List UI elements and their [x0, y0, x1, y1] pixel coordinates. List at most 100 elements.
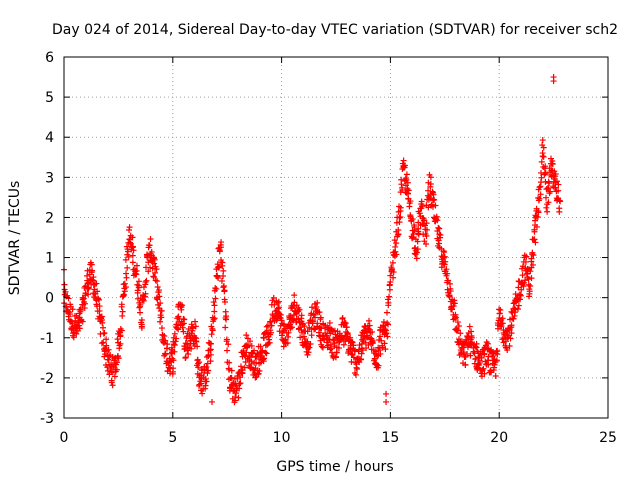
- data-point: [122, 256, 129, 263]
- data-point: [363, 345, 370, 352]
- data-point: [237, 374, 244, 381]
- outlier-point: [550, 78, 557, 85]
- y-tick-label: 4: [45, 130, 54, 146]
- data-point: [90, 274, 97, 281]
- data-point: [318, 343, 325, 350]
- data-point: [396, 214, 403, 221]
- data-point: [427, 174, 434, 181]
- data-point: [117, 332, 124, 339]
- data-point: [185, 350, 192, 357]
- data-point: [195, 360, 202, 367]
- data-point: [390, 269, 397, 276]
- data-point: [301, 335, 308, 342]
- data-point: [431, 196, 438, 203]
- data-point: [543, 204, 550, 211]
- data-point: [385, 321, 392, 328]
- data-point: [553, 178, 560, 185]
- data-point: [226, 366, 233, 373]
- data-point: [242, 359, 249, 366]
- data-point: [446, 292, 453, 299]
- data-point: [99, 319, 106, 326]
- data-point: [137, 309, 144, 316]
- data-point: [419, 203, 426, 210]
- data-point: [308, 332, 315, 339]
- x-tick-label: 25: [599, 430, 617, 446]
- data-point: [261, 355, 268, 362]
- data-point: [96, 296, 103, 303]
- data-point: [343, 324, 350, 331]
- data-point: [158, 307, 165, 314]
- data-point: [523, 253, 530, 260]
- data-point: [446, 280, 453, 287]
- data-point: [108, 379, 115, 386]
- data-point: [298, 327, 305, 334]
- data-point: [79, 318, 86, 325]
- data-point: [326, 319, 333, 326]
- data-point: [126, 224, 133, 231]
- data-point: [218, 239, 225, 246]
- data-point: [423, 226, 430, 233]
- data-point: [494, 347, 501, 354]
- data-point: [151, 260, 158, 267]
- data-point: [507, 335, 514, 342]
- data-point: [210, 299, 217, 306]
- data-point: [545, 178, 552, 185]
- data-point: [442, 258, 449, 265]
- data-point: [522, 258, 529, 265]
- data-point: [276, 304, 283, 311]
- data-point: [121, 280, 128, 287]
- data-point: [140, 284, 147, 291]
- data-point: [342, 320, 349, 327]
- data-point: [98, 340, 105, 347]
- data-point: [256, 367, 263, 374]
- data-point: [519, 272, 526, 279]
- plot-frame: [63, 56, 609, 419]
- data-point: [119, 312, 126, 319]
- data-point: [235, 394, 242, 401]
- data-point: [307, 341, 314, 348]
- data-point: [542, 169, 549, 176]
- data-point: [129, 234, 136, 241]
- data-point: [352, 371, 359, 378]
- data-point: [369, 340, 376, 347]
- data-point: [237, 380, 244, 387]
- data-point: [385, 302, 392, 309]
- data-point: [81, 300, 88, 307]
- data-point: [540, 144, 547, 151]
- data-point: [492, 372, 499, 379]
- data-point: [67, 311, 74, 318]
- data-point: [278, 317, 285, 324]
- data-point: [213, 285, 220, 292]
- data-point: [324, 342, 331, 349]
- data-point: [120, 291, 127, 298]
- data-point: [138, 324, 145, 331]
- data-point: [162, 350, 169, 357]
- data-point: [101, 330, 108, 337]
- data-point: [93, 301, 100, 308]
- data-point: [412, 244, 419, 251]
- data-point: [205, 367, 212, 374]
- data-point: [70, 330, 77, 337]
- data-point: [215, 275, 222, 282]
- data-point: [398, 176, 405, 183]
- data-point: [210, 316, 217, 323]
- data-point: [538, 158, 545, 165]
- data-point: [206, 347, 213, 354]
- data-point: [247, 338, 254, 345]
- data-point: [223, 316, 230, 323]
- data-point: [100, 330, 107, 337]
- data-point: [532, 239, 539, 246]
- data-point: [447, 288, 454, 295]
- data-point: [147, 235, 154, 242]
- data-point: [365, 341, 372, 348]
- data-point: [481, 370, 488, 377]
- y-tick-label: 1: [45, 251, 54, 267]
- data-point: [455, 336, 462, 343]
- data-point: [257, 343, 264, 350]
- data-point: [118, 303, 125, 310]
- data-point: [152, 269, 159, 276]
- data-point: [436, 225, 443, 232]
- x-tick-label: 0: [60, 430, 69, 446]
- data-point: [312, 314, 319, 321]
- data-point: [540, 153, 547, 160]
